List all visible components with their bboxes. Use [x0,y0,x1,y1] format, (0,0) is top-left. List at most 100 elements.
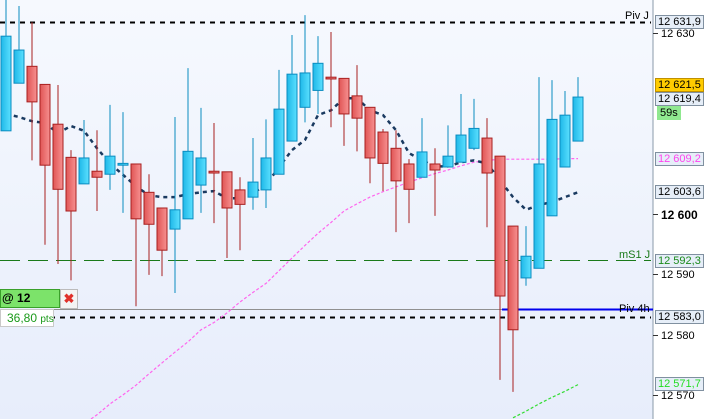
level-name-piv-4h: Piv 4h [619,303,650,315]
candle-up [169,116,181,293]
order-price-button[interactable]: @ 12 584,2 [0,289,60,322]
candle-up [247,138,259,210]
candle-up [13,6,25,84]
candle-down [65,150,77,281]
candle-down [390,130,402,233]
candle-down [221,171,233,259]
close-x-icon[interactable]: ✖ [60,289,78,309]
candle-down [364,106,376,184]
candle-up [559,91,571,168]
candle-body [169,209,181,230]
price-label-ms1-j: 12 592,3 [655,254,704,268]
price-label-ma-navy: 12 603,6 [655,185,704,199]
candle-up [286,34,298,142]
candle-up [442,125,454,168]
candle-body [273,108,285,175]
candle-body [26,65,38,103]
candle-down [52,85,64,265]
candle-up [416,118,428,178]
candle-body [507,225,519,331]
candle-up [572,77,584,142]
candle-body [286,73,298,142]
candle-up [546,80,558,217]
candle-up [260,119,272,208]
candle-up [533,77,545,269]
candle-body [143,191,155,225]
candle-body [312,62,324,91]
candle-body [39,83,51,166]
price-axis-background [653,0,706,419]
candle-body [546,118,558,217]
level-name-ms1-j: mS1 J [619,249,651,261]
candle-body [130,163,142,220]
candle-up [117,112,129,213]
candle-body [325,76,337,80]
y-tick-label: 12 570 [661,389,695,402]
candle-body [377,131,389,164]
candle-up [0,0,12,132]
price-label-piv-j: 12 631,9 [655,15,704,29]
candle-down [494,155,506,380]
price-label-ma-green: 12 571,7 [655,377,704,391]
candle-body [455,134,467,163]
candle-body [364,106,376,159]
candle-body [65,156,77,212]
candle-up [78,119,90,185]
candle-body [468,127,480,149]
candle-body [299,72,311,108]
candle-up [520,226,532,286]
ma-green-line [512,384,579,419]
candle-body [104,155,116,175]
candle-down [26,22,38,161]
y-tick-label: 12 590 [661,268,695,281]
candle-body [442,155,454,168]
candle-down [507,225,519,392]
candle-body [572,96,584,142]
candle-body [156,207,168,251]
candle-body [91,170,103,178]
distance-value: 36,80 [7,311,38,325]
candle-body [182,150,194,220]
candle-up [273,69,285,175]
candle-up [468,98,480,151]
candle-down [39,83,51,245]
candle-body [520,255,532,279]
candle-down [208,122,220,224]
candle-up [182,68,194,220]
candle-down [351,65,363,152]
candle-body [533,163,545,269]
candle-down [429,148,441,216]
candle-body [338,77,350,115]
candle-body [78,157,90,185]
candle-body [221,171,233,209]
candle-down [143,174,155,275]
candle-body [260,157,272,191]
ma-navy-line [5,97,579,212]
price-label-last-price: 12 619,4 [655,92,704,106]
candle-down [156,207,168,277]
candle-body [403,163,415,190]
y-tick-label: 12 630 [661,27,695,40]
candle-body [481,137,493,174]
countdown-badge: 59s [657,106,681,120]
candle-body [494,155,506,297]
candle-up [312,36,324,114]
distance-unit: pts [40,314,54,325]
candle-body [247,181,259,198]
candle-up [195,107,207,213]
candle-body [390,147,402,182]
candle-down [403,159,415,224]
candle-body [117,162,129,166]
price-label-last-high: 12 621,5 [655,78,704,92]
order-distance-label: 36,80 pts [0,309,54,327]
candle-up [104,104,116,190]
candle-down [325,31,337,128]
price-label-piv-4h: 12 583,0 [655,310,704,324]
candle-up [455,94,467,163]
candle-body [351,95,363,119]
candle-body [234,189,246,205]
candle-body [52,123,64,190]
candle-down [338,77,350,146]
candle-body [416,151,428,178]
